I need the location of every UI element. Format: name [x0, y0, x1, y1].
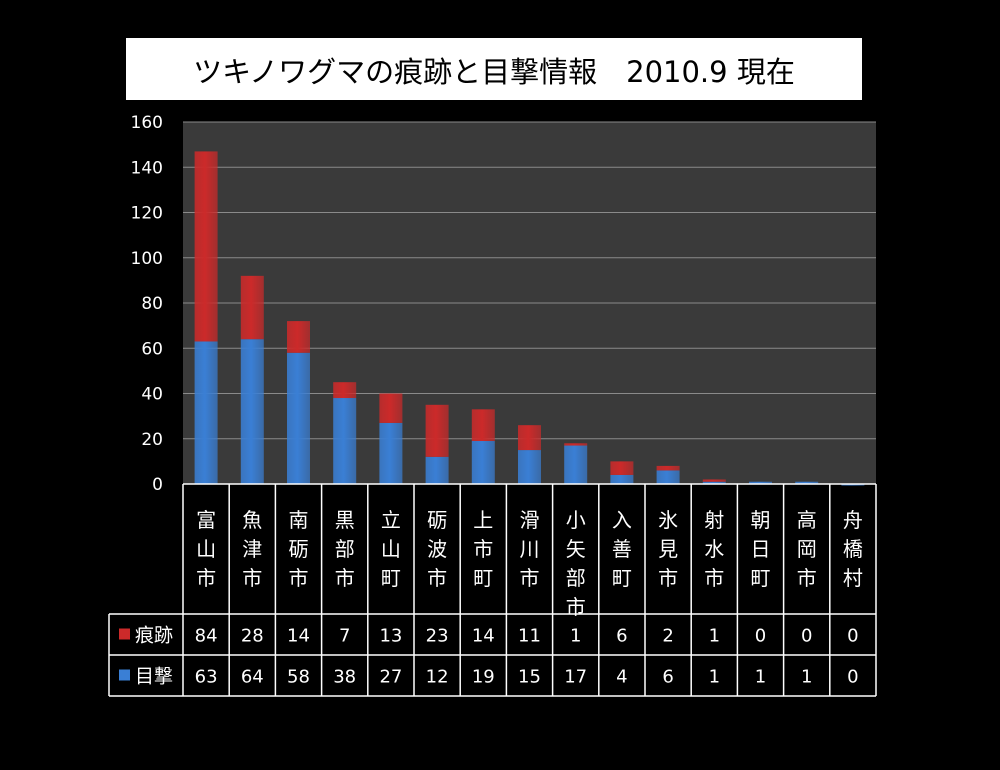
data-value: 14: [472, 626, 495, 647]
data-value: 28: [241, 626, 264, 647]
category-label: 立山町: [381, 508, 401, 590]
category-label: 氷見市: [658, 508, 678, 590]
bars: [194, 151, 865, 486]
data-value: 11: [518, 626, 541, 647]
bar-trace: [194, 151, 218, 342]
bar-trace: [240, 275, 264, 340]
bar-sighting: [471, 441, 495, 484]
bar-trace: [610, 461, 634, 475]
data-value: 6: [662, 667, 673, 688]
y-tick-label: 40: [141, 385, 163, 405]
data-value: 58: [287, 667, 310, 688]
category-label: 黒部市: [335, 508, 355, 590]
data-value: 64: [241, 667, 264, 688]
data-value: 12: [426, 667, 449, 688]
category-label: 魚津市: [242, 508, 262, 590]
data-table: 富山市 魚津市 南砺市 黒部市 立山町 砺波市 上市町 滑川市 小矢部市 入善町 氷見市 射水市 朝日町…: [108, 483, 877, 697]
bar-trace: [471, 409, 495, 442]
data-value: 7: [339, 626, 350, 647]
data-value: 2: [662, 626, 673, 647]
bar-sighting: [287, 352, 310, 484]
y-tick-label: 160: [131, 113, 163, 133]
bar-trace: [379, 393, 403, 423]
bar-trace: [287, 321, 310, 353]
bar-sighting: [333, 398, 357, 484]
y-tick-label: 100: [131, 249, 163, 269]
data-value: 84: [195, 626, 218, 647]
y-tick-label: 0: [152, 475, 163, 495]
data-value: 0: [801, 626, 812, 647]
title-banner: [126, 38, 862, 100]
data-value: 0: [847, 626, 858, 647]
bar-sighting: [194, 341, 218, 484]
bar-sighting: [425, 456, 449, 484]
data-value: 23: [426, 626, 449, 647]
data-value: 1: [755, 667, 766, 688]
data-value: 6: [616, 626, 627, 647]
bar-trace: [656, 465, 680, 471]
y-tick-label: 60: [141, 339, 163, 359]
category-label: 南砺市: [289, 508, 309, 590]
y-tick-label: 140: [131, 158, 163, 178]
data-value: 17: [564, 667, 587, 688]
data-value: 19: [472, 667, 495, 688]
bar-sighting: [656, 470, 680, 484]
category-label: 舟橋村: [843, 508, 863, 590]
bar-sighting: [240, 339, 264, 484]
data-value: 1: [570, 626, 581, 647]
category-label: 高岡市: [797, 508, 817, 590]
bar-trace: [518, 425, 541, 451]
bar-trace: [333, 382, 357, 399]
legend-label: 目撃: [135, 666, 173, 688]
bar-sighting: [795, 481, 819, 484]
bar-trace: [425, 404, 449, 457]
category-label: 上市町: [473, 508, 493, 590]
data-value: 14: [287, 626, 310, 647]
legend-key: [119, 628, 130, 640]
data-value: 15: [518, 667, 541, 688]
category-label: 朝日町: [751, 508, 771, 590]
data-value: 13: [379, 626, 402, 647]
y-axis-ticks: 0 20 40 60 80 100 120 140 160: [131, 113, 163, 495]
data-value: 4: [616, 667, 627, 688]
data-value: 27: [379, 667, 402, 688]
y-tick-label: 20: [141, 430, 163, 450]
data-value: 1: [709, 626, 720, 647]
data-value: 0: [847, 667, 858, 688]
chart-title: ツキノワグマの痕跡と目撃情報 2010.9 現在: [193, 55, 795, 89]
category-label: 射水市: [704, 508, 724, 590]
bar-trace: [564, 443, 588, 446]
category-label: 入善町: [612, 508, 632, 590]
data-value: 1: [709, 667, 720, 688]
bar-sighting: [702, 481, 726, 484]
data-value: 38: [333, 667, 356, 688]
data-value: 1: [801, 667, 812, 688]
bar-sighting: [518, 450, 541, 484]
data-value: 63: [195, 667, 218, 688]
category-label: 砺波市: [427, 508, 447, 590]
bar-sighting: [379, 422, 403, 484]
data-value: 0: [755, 626, 766, 647]
category-label: 小矢部市: [566, 508, 586, 619]
category-label: 滑川市: [520, 508, 540, 590]
legend-label: 痕跡: [135, 625, 173, 647]
legend-key: [119, 669, 130, 681]
bar-sighting: [564, 445, 588, 484]
bar-trace: [702, 479, 726, 482]
bar-sighting: [749, 481, 772, 484]
y-tick-label: 120: [131, 204, 163, 224]
y-tick-label: 80: [141, 294, 163, 314]
category-label: 富山市: [196, 508, 216, 590]
bar-sighting: [610, 474, 634, 484]
